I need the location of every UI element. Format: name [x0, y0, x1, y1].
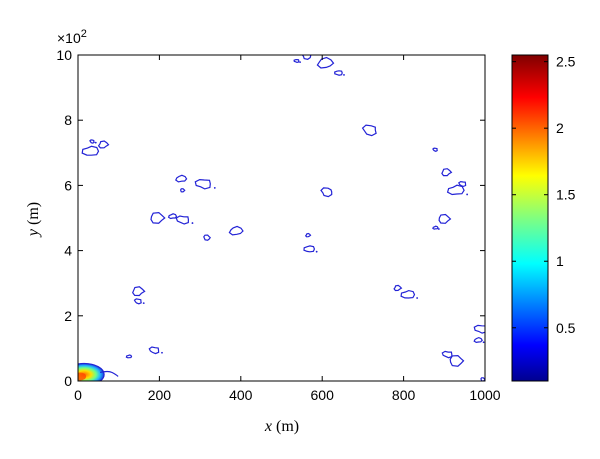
- contour-patch: [393, 284, 403, 292]
- contour-patch: [97, 140, 110, 149]
- y-axis-label: y (m): [25, 202, 42, 238]
- x-tick-label: 200: [148, 387, 172, 403]
- contour-dot: [94, 141, 97, 144]
- contour-dot: [213, 187, 216, 189]
- contour-patch: [175, 215, 190, 225]
- colorbar: 0.5 1 1.5 2 2.5: [511, 54, 576, 382]
- x-tick-label: 1000: [469, 387, 500, 403]
- y-tick-label: 2: [64, 308, 72, 324]
- contour-patch: [133, 298, 142, 305]
- contour-patch: [150, 211, 166, 224]
- contour-patch: [473, 324, 485, 334]
- contour-patch: [400, 289, 416, 299]
- contour-patch: [194, 178, 211, 190]
- contour-dot: [416, 297, 419, 299]
- y-tick-label: 0: [64, 373, 72, 389]
- contour-patch: [228, 225, 244, 236]
- colorbar-tick-label: 2: [556, 120, 564, 136]
- contour-patch: [446, 184, 465, 196]
- y-tick-label: 10: [56, 47, 72, 63]
- contour-dot: [482, 341, 485, 344]
- contour-patch: [304, 232, 312, 238]
- contour-patch: [334, 70, 343, 76]
- colorbar-ticks: 0.5 1 1.5 2 2.5: [512, 54, 576, 336]
- contour-dot: [343, 74, 345, 76]
- contour-patch: [441, 350, 453, 359]
- colorbar-gradient: [511, 54, 549, 382]
- contour-patch: [81, 145, 100, 156]
- plot-area: [77, 54, 486, 382]
- contour-patch: [125, 354, 133, 359]
- contour-patch: [180, 188, 186, 193]
- y-tick-label: 6: [64, 177, 72, 193]
- contour-patch: [316, 56, 335, 69]
- contour-patch: [432, 225, 439, 230]
- hotspot: [78, 362, 119, 381]
- colorbar-tick-label: 1.5: [556, 187, 576, 203]
- y-tick-label: 8: [64, 112, 72, 128]
- contour-patch: [132, 286, 146, 297]
- contour-patch: [458, 180, 467, 188]
- plot-background: [78, 55, 485, 381]
- contour-dot: [299, 61, 301, 64]
- plot-frame: [77, 54, 486, 382]
- contour-patch: [320, 187, 333, 198]
- contour-patch: [303, 245, 316, 253]
- x-tick-label: 600: [311, 387, 335, 403]
- colorbar-tick-label: 2.5: [556, 54, 576, 70]
- contour-patch: [89, 139, 95, 144]
- hotspot-tail: [99, 370, 119, 377]
- contour-patch: [441, 168, 453, 177]
- y-axis: 0 2 4 6 8 10: [56, 47, 485, 389]
- contour-dot: [437, 228, 440, 230]
- contour-dot: [191, 222, 194, 224]
- contour-patch: [432, 147, 438, 152]
- colorbar-tick-label: 0.5: [556, 320, 576, 336]
- contour-dot: [161, 351, 163, 354]
- contour-dot: [315, 250, 318, 253]
- contour-patch: [203, 234, 211, 241]
- x-tick-label: 800: [392, 387, 416, 403]
- contour-patch: [293, 58, 300, 64]
- contour-patches: [81, 55, 485, 381]
- contour-patch: [438, 213, 452, 224]
- contour-patch: [175, 174, 188, 183]
- y-tick-label: 4: [64, 243, 72, 259]
- contour-dot: [466, 193, 469, 196]
- y-multiplier: ×102: [57, 28, 87, 46]
- x-tick-label: 0: [74, 387, 82, 403]
- contour-patch: [167, 213, 178, 220]
- contour-dot: [142, 302, 145, 305]
- contour-patch: [148, 346, 160, 355]
- x-axis-label: x (m): [264, 418, 299, 435]
- x-axis: 0 200 400 600 800 1000: [74, 55, 501, 403]
- colorbar-tick-label: 1: [556, 253, 564, 269]
- contour-patch: [449, 354, 465, 367]
- hotspot-core: [78, 372, 87, 381]
- contour-patch: [361, 124, 377, 137]
- contour-patch: [473, 336, 483, 344]
- x-tick-label: 400: [229, 387, 253, 403]
